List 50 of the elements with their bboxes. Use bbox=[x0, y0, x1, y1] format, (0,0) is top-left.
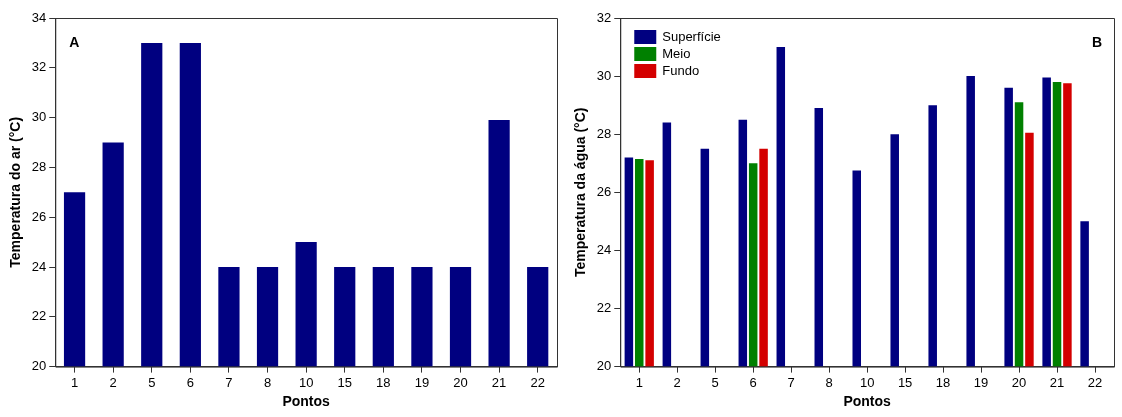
y-tick-label: 32 bbox=[31, 59, 47, 75]
x-tick-label: 8 bbox=[825, 374, 833, 390]
x-tick-label: 15 bbox=[897, 374, 913, 390]
y-axis-title: Temperatura da água (°C) bbox=[572, 107, 589, 278]
y-tick-label: 20 bbox=[596, 358, 612, 374]
x-tick-label: 5 bbox=[711, 374, 719, 390]
y-axis-title: Temperatura do ar (°C) bbox=[7, 116, 24, 268]
x-tick-label: 20 bbox=[1011, 374, 1027, 390]
annotation: A bbox=[69, 33, 80, 50]
x-tick-label: 15 bbox=[337, 374, 352, 390]
x-tick-label: 21 bbox=[1049, 374, 1065, 390]
x-tick-label: 10 bbox=[298, 374, 314, 390]
x-tick-label: 2 bbox=[673, 374, 681, 390]
x-tick-label: 5 bbox=[148, 374, 156, 390]
x-tick-label: 21 bbox=[491, 374, 507, 390]
x-tick-label: 1 bbox=[635, 374, 643, 390]
legend-label: Fundo bbox=[662, 62, 700, 78]
y-tick-label: 26 bbox=[31, 208, 47, 224]
x-tick-label: 6 bbox=[749, 374, 757, 390]
y-tick-label: 22 bbox=[596, 300, 612, 316]
x-tick-label: 1 bbox=[70, 374, 79, 390]
x-tick-label: 8 bbox=[263, 374, 272, 390]
x-tick-label: 20 bbox=[453, 374, 468, 390]
x-tick-label: 10 bbox=[859, 374, 875, 390]
y-tick-label: 28 bbox=[596, 125, 612, 141]
x-tick-label: 22 bbox=[1087, 374, 1103, 390]
annotation: B bbox=[1091, 33, 1102, 50]
x-tick-label: 7 bbox=[225, 374, 233, 390]
legend-label: Superfície bbox=[662, 28, 721, 44]
y-tick-label: 28 bbox=[31, 158, 47, 174]
x-tick-label: 18 bbox=[935, 374, 951, 390]
y-tick-label: 22 bbox=[31, 308, 47, 324]
x-tick-label: 22 bbox=[530, 374, 545, 390]
y-tick-label: 32 bbox=[596, 9, 612, 25]
x-tick-label: 7 bbox=[787, 374, 795, 390]
y-tick-label: 24 bbox=[596, 241, 612, 257]
y-tick-label: 30 bbox=[31, 109, 47, 125]
y-tick-label: 24 bbox=[31, 258, 47, 274]
x-tick-label: 19 bbox=[973, 374, 989, 390]
y-tick-label: 30 bbox=[596, 67, 612, 83]
x-tick-label: 18 bbox=[376, 374, 391, 390]
y-tick-label: 20 bbox=[31, 358, 47, 374]
y-tick-label: 26 bbox=[596, 183, 612, 199]
x-tick-label: 6 bbox=[186, 374, 194, 390]
y-tick-label: 34 bbox=[31, 9, 47, 25]
x-axis-title: Pontos bbox=[843, 393, 892, 410]
x-tick-label: 19 bbox=[414, 374, 430, 390]
x-tick-label: 2 bbox=[109, 374, 117, 390]
x-axis-title: Pontos bbox=[282, 393, 331, 410]
legend-label: Meio bbox=[662, 45, 691, 61]
